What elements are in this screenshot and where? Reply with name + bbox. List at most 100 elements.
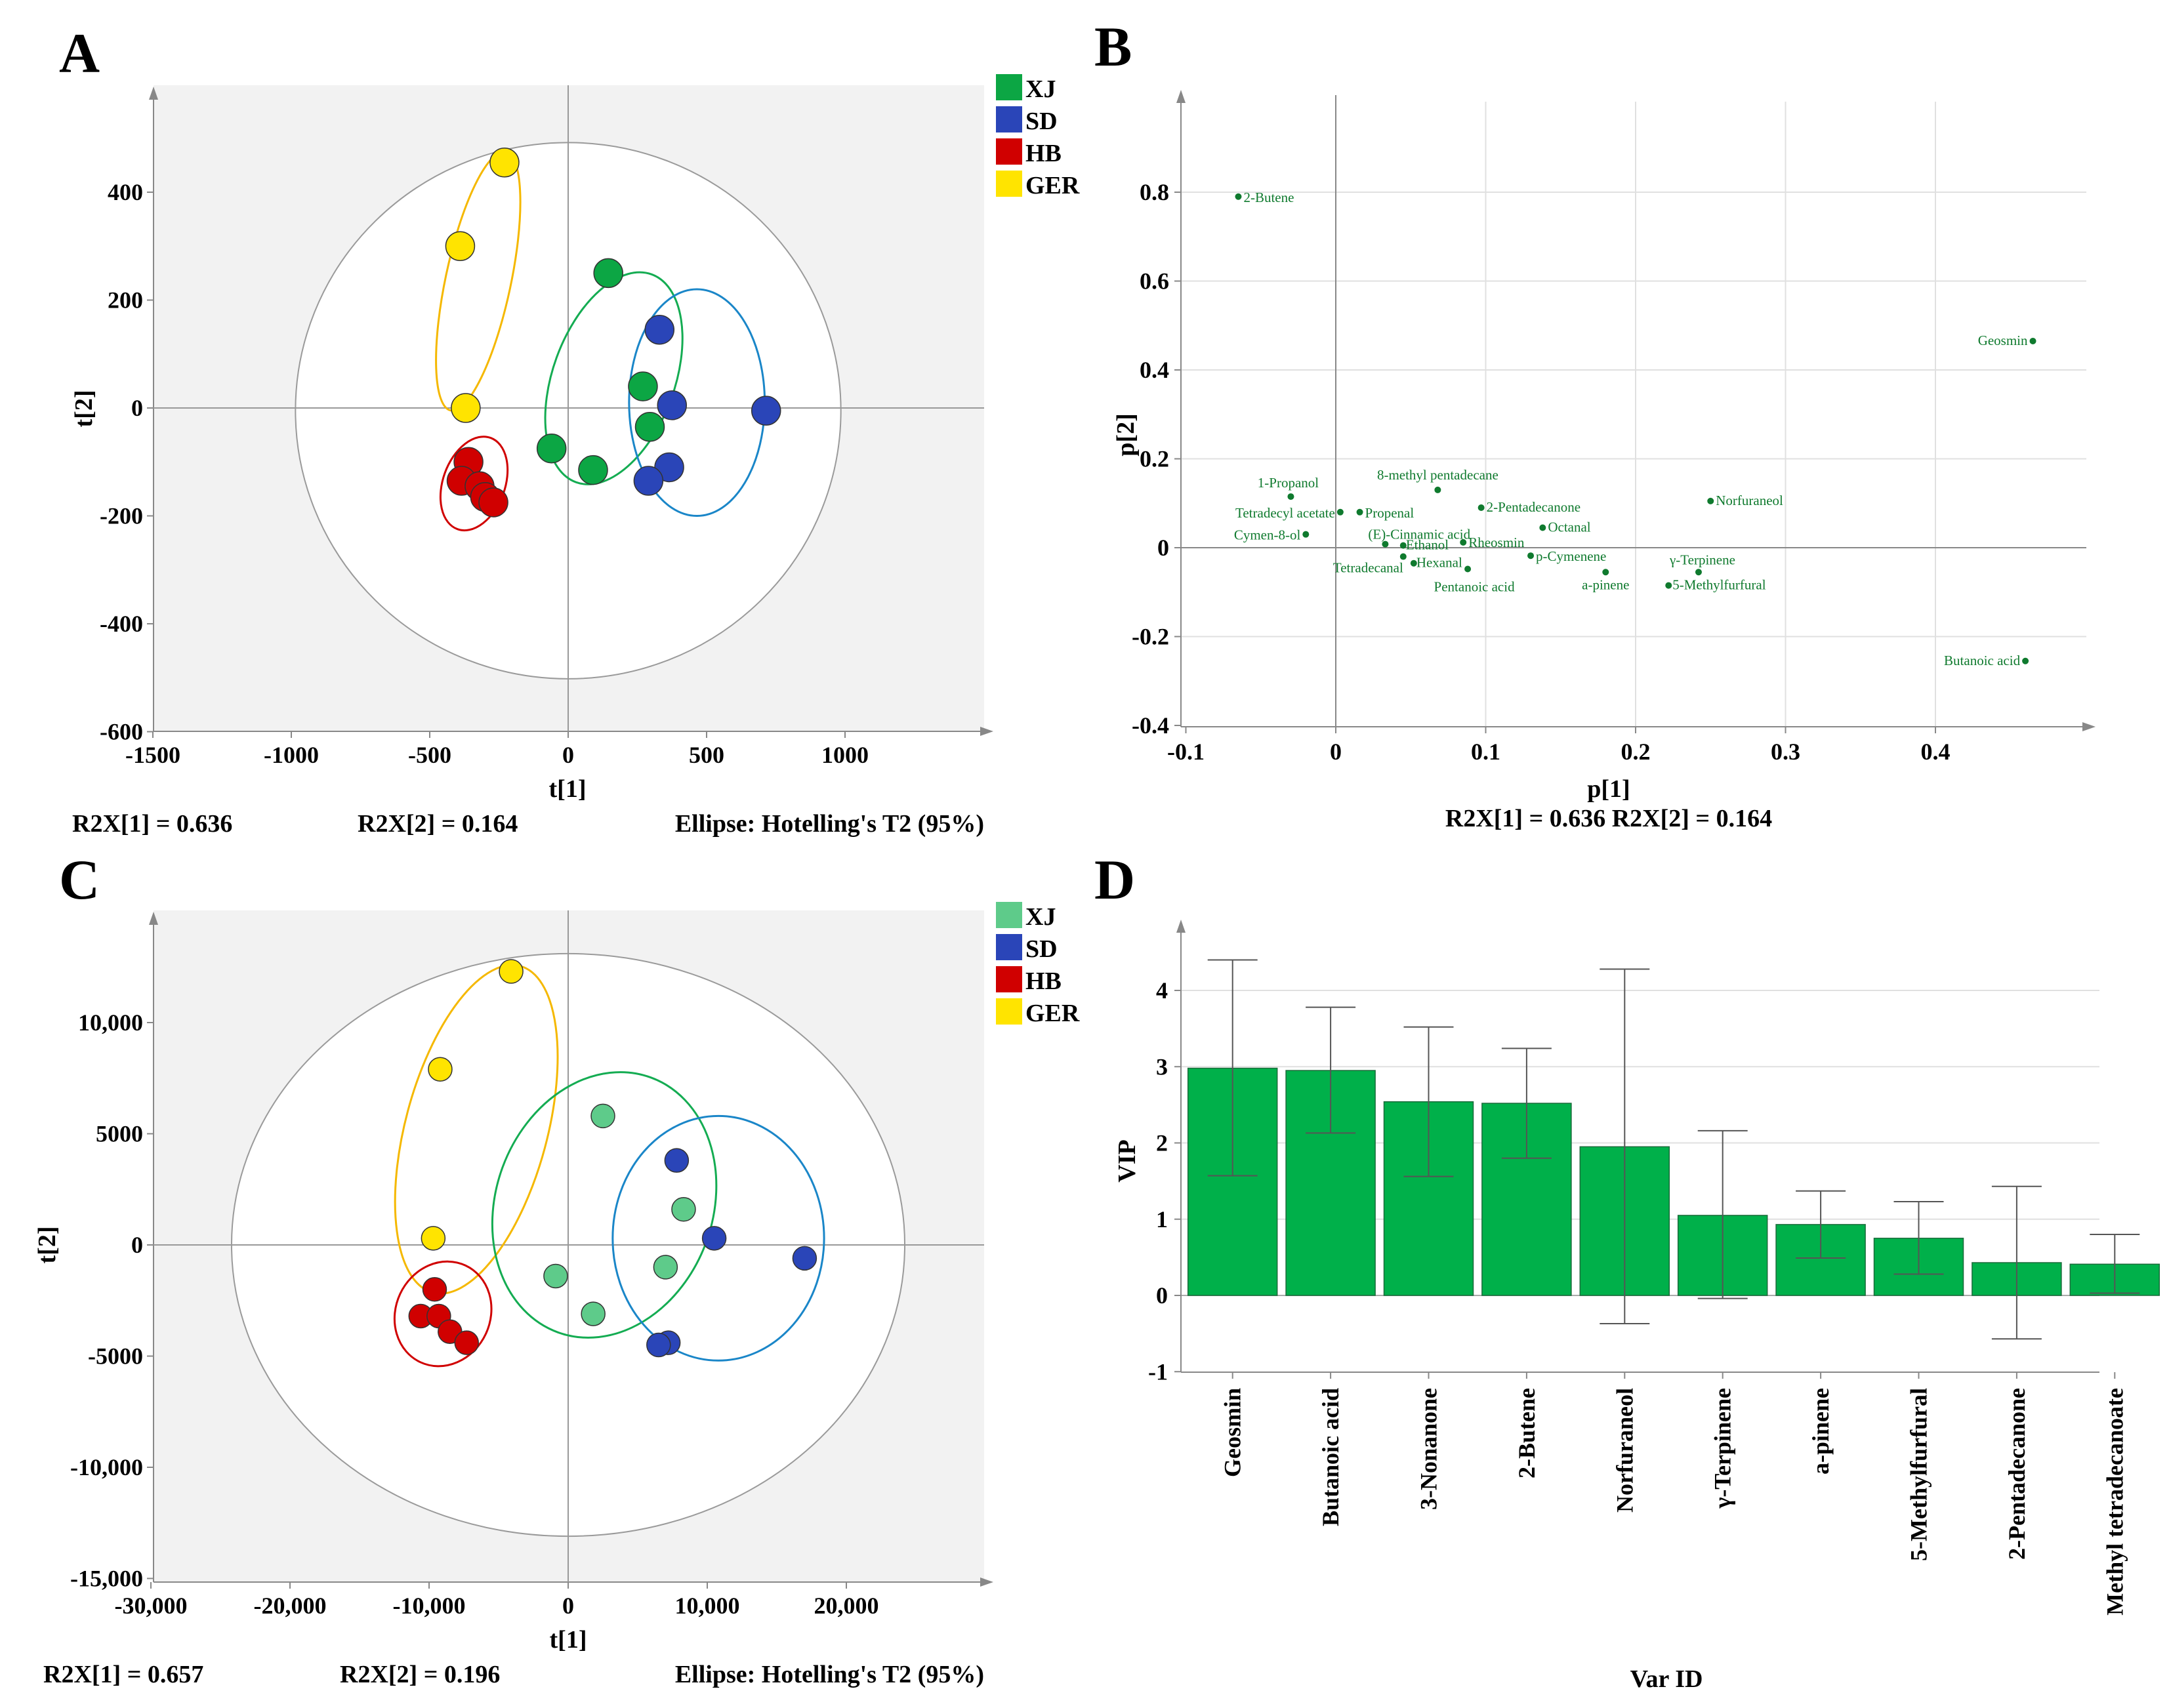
panel-b-plot: 2-Butene Geosmin 1-Propanol 8-methyl pentad… [1181, 95, 2086, 727]
category-label: a-pinene [1808, 1388, 1834, 1474]
panel-a-ylabel: t[2] [70, 390, 98, 428]
legend-c-xj-label: XJ [1025, 903, 1056, 931]
x-tick-label: 0.1 [1471, 739, 1500, 765]
x-tick-label: 10,000 [675, 1593, 740, 1619]
legend-c-ger-swatch [996, 998, 1022, 1025]
panel-d-letter: D [1094, 848, 1135, 911]
legend-a-ger-label: GER [1025, 172, 1080, 199]
loading-point [1477, 504, 1485, 512]
y-tick-label: 4 [1156, 977, 1168, 1004]
point-sd [701, 1226, 727, 1251]
y-tick-label: 0 [131, 395, 143, 421]
panel-c-ylabel: t[2] [33, 1227, 61, 1264]
y-tick-label: -1 [1148, 1358, 1168, 1385]
legend-c-hb-label: HB [1025, 967, 1062, 995]
loading-label: Octanal [1548, 519, 1590, 535]
loading-point [1460, 539, 1467, 546]
loading-label: Norfuraneol [1716, 493, 1783, 508]
panel-b: B -0.1 0 0.1 0.2 0.3 0.4 0.8 0.6 0.4 0.2 0 -0.2 -0.4… [1094, 15, 2096, 832]
loading-label: Butanoic acid [1944, 653, 2021, 668]
y-tick-label: 2 [1156, 1130, 1168, 1156]
y-tick-label: 0 [1156, 1282, 1168, 1309]
loading-label: 2-Pentadecanone [1487, 499, 1580, 515]
y-tick-label: -600 [100, 719, 143, 745]
category-label: γ-Terpinene [1710, 1388, 1736, 1509]
y-tick-label: -5000 [88, 1343, 143, 1370]
point-xj [653, 1255, 678, 1280]
y-tick-label: 0.2 [1140, 446, 1169, 472]
point-hb [454, 1330, 479, 1355]
panel-b-letter: B [1094, 15, 1132, 78]
y-axis-arrow [1176, 920, 1186, 933]
loading-point [1356, 508, 1363, 516]
panel-b-ticks: -0.1 0 0.1 0.2 0.3 0.4 0.8 0.6 0.4 0.2 0 -0.2 -0.4 [1132, 90, 2096, 765]
x-tick-label: 0.3 [1771, 739, 1800, 765]
point-sd [751, 396, 781, 426]
y-tick-label: 0.4 [1140, 357, 1169, 383]
point-xj [634, 412, 665, 442]
loading-point [1527, 552, 1535, 559]
loading-label: Tetradecanal [1333, 560, 1403, 576]
loading-label: p-Cymenene [1536, 548, 1606, 564]
category-label: 5-Methylfurfural [1906, 1388, 1932, 1561]
loading-label: Tetradecyl acetate [1235, 505, 1335, 521]
panel-c-xlabel: t[1] [550, 1626, 587, 1654]
loading-point [1665, 582, 1672, 589]
category-label: 2-Pentadecanone [2004, 1388, 2030, 1560]
x-tick-label: 1000 [821, 742, 869, 768]
loading-label: γ-Terpinene [1669, 552, 1735, 567]
loading-point [1287, 493, 1294, 500]
point-xj [593, 258, 623, 289]
category-label: Butanoic acid [1317, 1388, 1344, 1526]
y-tick-label: 3 [1156, 1053, 1168, 1080]
category-label: Norfuraneol [1611, 1388, 1638, 1513]
point-ger [489, 148, 520, 178]
y-tick-label: -200 [100, 503, 143, 529]
loading-point [1382, 540, 1389, 548]
y-tick-label: -400 [100, 611, 143, 637]
point-xj [536, 433, 567, 464]
loading-label: (E)-Cinnamic acid [1368, 527, 1470, 542]
legend-a-xj-label: XJ [1025, 75, 1056, 103]
panel-d-ylabel: VIP [1113, 1139, 1141, 1182]
point-sd [664, 1148, 690, 1173]
point-xj [628, 371, 658, 401]
y-axis-arrow [149, 912, 158, 925]
point-ger [428, 1057, 453, 1082]
point-hb [422, 1277, 447, 1302]
x-tick-label: -1000 [264, 742, 319, 768]
loading-label: Propenal [1365, 505, 1415, 521]
point-ger [451, 393, 481, 423]
y-axis-arrow [149, 87, 158, 100]
panel-c-footer-r2x2: R2X[2] = 0.196 [340, 1661, 500, 1688]
panel-a-footer-ellipse: Ellipse: Hotelling's T2 (95%) [675, 810, 984, 838]
point-hb [478, 487, 508, 518]
loading-point [1235, 193, 1242, 200]
point-sd [633, 466, 664, 496]
panel-b-grid [1181, 102, 2086, 727]
legend-a-sd-label: SD [1025, 108, 1058, 135]
panel-b-xlabel: p[1] [1587, 775, 1630, 803]
panel-b-footer: R2X[1] = 0.636 R2X[2] = 0.164 [1445, 805, 1772, 832]
point-xj [581, 1301, 606, 1326]
loading-point [1399, 553, 1407, 560]
point-sd [646, 1332, 671, 1358]
y-tick-label: 400 [108, 179, 143, 205]
panel-a-plot [154, 85, 984, 731]
point-sd [792, 1246, 817, 1271]
panel-a: A -1500 -1000 -500 0 500 10004002000-200-400-… [59, 22, 1080, 838]
y-tick-label: -0.4 [1132, 712, 1169, 739]
panel-c-legend: XJ SD HB GER [996, 902, 1080, 1027]
x-tick-label: 0 [562, 742, 574, 768]
category-label: 3-Nonanone [1416, 1388, 1442, 1510]
group-ellipse-sd [611, 1114, 825, 1362]
panel-a-legend: XJ SD HB GER [996, 74, 1080, 199]
point-xj [578, 455, 608, 485]
loading-point [1399, 542, 1407, 549]
panel-a-footer-r2x2: R2X[2] = 0.164 [358, 810, 518, 838]
x-tick-label: 0.4 [1921, 739, 1951, 765]
y-tick-label: 0 [131, 1232, 143, 1258]
y-tick-label: 1 [1156, 1206, 1168, 1232]
loading-point [1539, 524, 1546, 531]
panel-d-plot [1187, 959, 2160, 1340]
